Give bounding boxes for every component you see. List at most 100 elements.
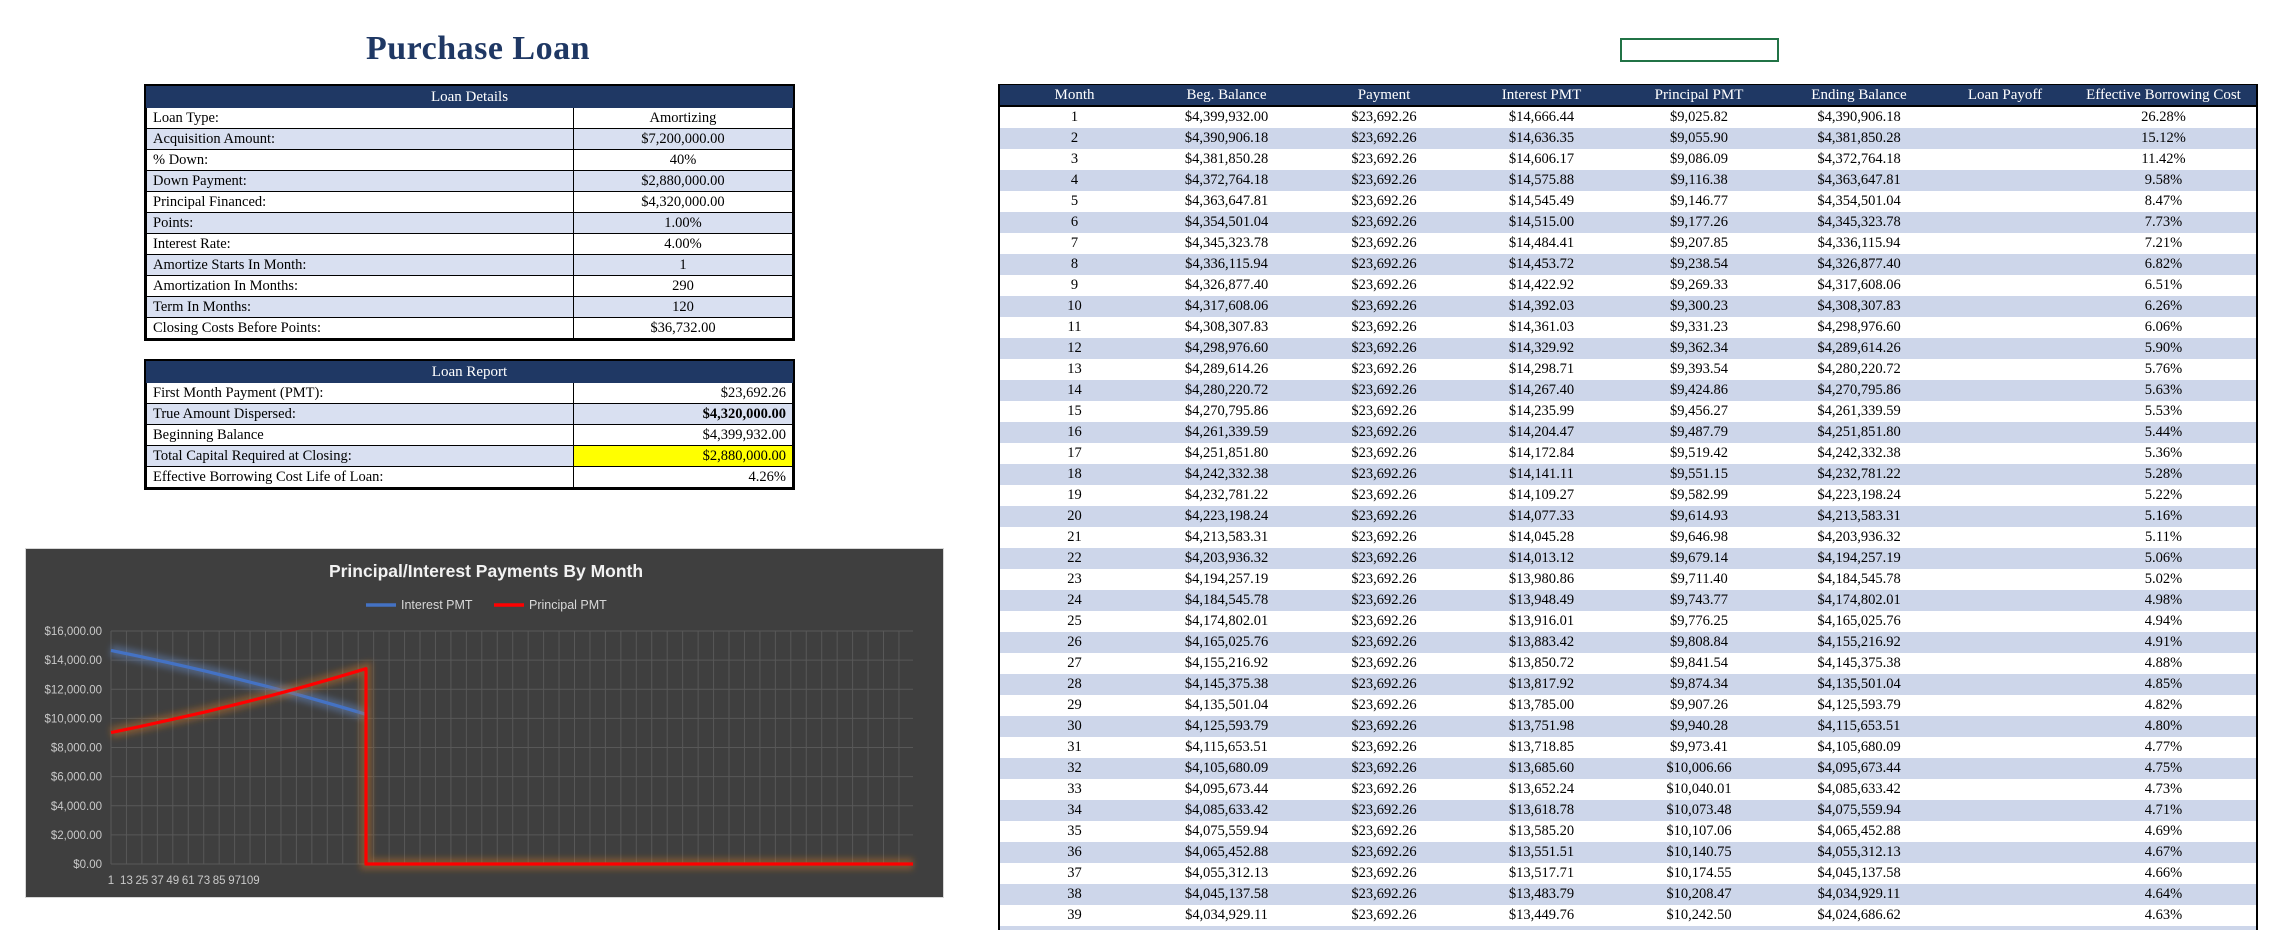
col-header-beg-balance[interactable]: Beg. Balance bbox=[1149, 85, 1304, 107]
cell[interactable]: 17 bbox=[1067, 445, 1082, 461]
cell[interactable]: $4,213,583.31 bbox=[1184, 529, 1269, 545]
cell[interactable]: $4,075,559.94 bbox=[1184, 823, 1269, 839]
cell[interactable]: 4.94% bbox=[2144, 613, 2183, 629]
cell[interactable] bbox=[1939, 443, 2071, 464]
cell-value[interactable]: 1 bbox=[572, 254, 794, 276]
cell[interactable]: $13,618.78 bbox=[1464, 800, 1619, 821]
cell[interactable] bbox=[1939, 842, 2071, 863]
cell[interactable]: 5.36% bbox=[2144, 445, 2183, 461]
cell[interactable]: $9,711.40 bbox=[1670, 571, 1728, 587]
cell[interactable] bbox=[1939, 569, 2071, 590]
cell[interactable]: $4,223,198.24 bbox=[1817, 487, 1901, 503]
cell[interactable]: $4,085,633.42 bbox=[1149, 800, 1304, 821]
cell[interactable]: $4,232,781.22 bbox=[1184, 487, 1269, 503]
cell[interactable]: 7.21% bbox=[2144, 235, 2183, 251]
cell[interactable]: 11.42% bbox=[2141, 151, 2186, 167]
cell[interactable]: $4,095,673.44 bbox=[1779, 758, 1939, 779]
cell[interactable]: 5.06% bbox=[2071, 548, 2256, 569]
cell-value[interactable]: Amortizing bbox=[572, 107, 794, 129]
cell[interactable]: $4,165,025.76 bbox=[1817, 613, 1901, 629]
cell[interactable]: $4,381,850.28 bbox=[1779, 128, 1939, 149]
col-header-principal-pmt[interactable]: Principal PMT bbox=[1619, 85, 1779, 107]
cell[interactable]: $14,606.17 bbox=[1508, 151, 1575, 167]
page-title[interactable]: Purchase Loan bbox=[365, 30, 591, 67]
cell[interactable]: $14,013.12 bbox=[1464, 548, 1619, 569]
cell[interactable]: $4,270,795.86 bbox=[1779, 380, 1939, 401]
cell[interactable] bbox=[1939, 863, 2071, 884]
cell[interactable]: 4.71% bbox=[2071, 800, 2256, 821]
cell[interactable]: $23,692.26 bbox=[1351, 403, 1417, 419]
cell[interactable]: $9,874.34 bbox=[1619, 674, 1779, 695]
cell[interactable]: $4,363,647.81 bbox=[1779, 170, 1939, 191]
cell-value[interactable]: $4,320,000.00 bbox=[572, 403, 794, 425]
cell[interactable]: $4,203,936.32 bbox=[1149, 548, 1304, 569]
cell-label[interactable]: Loan Type: bbox=[146, 107, 574, 129]
cell[interactable] bbox=[1939, 821, 2071, 842]
cell[interactable]: $4,145,375.38 bbox=[1817, 655, 1901, 671]
cell[interactable]: 38 bbox=[1000, 884, 1149, 905]
cell[interactable]: $23,692.26 bbox=[1351, 319, 1417, 335]
cell[interactable] bbox=[1939, 632, 2071, 653]
cell[interactable]: 11 bbox=[1067, 319, 1082, 335]
cell[interactable]: $9,331.23 bbox=[1670, 319, 1728, 335]
cell[interactable]: 5.44% bbox=[2071, 422, 2256, 443]
cell[interactable]: $9,487.79 bbox=[1619, 422, 1779, 443]
cell[interactable]: $9,362.34 bbox=[1619, 338, 1779, 359]
cell[interactable] bbox=[1939, 338, 2071, 359]
cell[interactable]: $23,692.26 bbox=[1351, 109, 1417, 125]
cell[interactable] bbox=[1939, 653, 2071, 674]
cell[interactable]: $23,692.26 bbox=[1351, 781, 1417, 797]
cell[interactable]: 26 bbox=[1000, 632, 1149, 653]
cell[interactable]: $4,317,608.06 bbox=[1149, 296, 1304, 317]
cell[interactable]: $23,692.26 bbox=[1351, 571, 1417, 587]
cell[interactable] bbox=[1939, 527, 2071, 548]
cell[interactable]: $4,135,501.04 bbox=[1779, 674, 1939, 695]
cell[interactable]: $13,817.92 bbox=[1464, 674, 1619, 695]
cell[interactable]: $4,024,686.62 bbox=[1817, 907, 1901, 923]
cell[interactable]: $4,280,220.72 bbox=[1817, 361, 1901, 377]
cell[interactable]: $23,692.26 bbox=[1304, 296, 1464, 317]
cell[interactable]: 15.12% bbox=[2071, 128, 2256, 149]
cell[interactable]: $9,808.84 bbox=[1619, 632, 1779, 653]
cell[interactable]: $4,242,332.38 bbox=[1817, 445, 1901, 461]
selected-cell[interactable] bbox=[1620, 38, 1779, 62]
cell[interactable]: $23,692.26 bbox=[1351, 613, 1417, 629]
cell[interactable]: 5.11% bbox=[2145, 529, 2182, 545]
cell[interactable]: $14,392.03 bbox=[1464, 296, 1619, 317]
cell[interactable] bbox=[1939, 548, 2071, 569]
cell[interactable]: $23,692.26 bbox=[1351, 655, 1417, 671]
cell-label[interactable]: Effective Borrowing Cost Life of Loan: bbox=[146, 466, 574, 488]
cell[interactable]: 22 bbox=[1000, 548, 1149, 569]
cell[interactable]: 4 bbox=[1000, 170, 1149, 191]
cell[interactable]: $4,165,025.76 bbox=[1149, 632, 1304, 653]
cell[interactable]: $4,105,680.09 bbox=[1149, 758, 1304, 779]
cell[interactable]: $4,115,653.51 bbox=[1185, 739, 1268, 755]
cell[interactable]: $13,785.00 bbox=[1508, 697, 1575, 713]
cell[interactable]: 6.26% bbox=[2071, 296, 2256, 317]
cell-label[interactable]: True Amount Dispersed: bbox=[146, 403, 574, 425]
cell[interactable]: $23,692.26 bbox=[1304, 254, 1464, 275]
cell[interactable] bbox=[1939, 506, 2071, 527]
cell-value[interactable]: 120 bbox=[572, 296, 794, 318]
cell[interactable]: $9,940.28 bbox=[1619, 716, 1779, 737]
cell[interactable]: $9,646.98 bbox=[1670, 529, 1728, 545]
cell[interactable]: $14,329.92 bbox=[1464, 338, 1619, 359]
cell[interactable]: $4,381,850.28 bbox=[1184, 151, 1269, 167]
cell[interactable]: $9,679.14 bbox=[1619, 548, 1779, 569]
cell-label[interactable]: Total Capital Required at Closing: bbox=[146, 445, 574, 467]
cell[interactable] bbox=[1939, 191, 2071, 212]
cell[interactable]: 24 bbox=[1000, 590, 1149, 611]
cell[interactable]: $23,692.26 bbox=[1304, 464, 1464, 485]
cell[interactable] bbox=[1939, 464, 2071, 485]
cell-label[interactable]: Points: bbox=[146, 212, 574, 234]
cell[interactable]: $4,345,323.78 bbox=[1779, 212, 1939, 233]
cell[interactable]: $4,045,137.58 bbox=[1149, 884, 1304, 905]
cell[interactable]: $10,140.75 bbox=[1619, 842, 1779, 863]
cell[interactable]: $4,317,608.06 bbox=[1817, 277, 1901, 293]
cell[interactable] bbox=[1939, 758, 2071, 779]
cell-label[interactable]: Principal Financed: bbox=[146, 191, 574, 213]
cell[interactable]: $4,289,614.26 bbox=[1184, 361, 1269, 377]
cell[interactable]: 37 bbox=[1067, 865, 1082, 881]
cell[interactable]: $9,551.15 bbox=[1619, 464, 1779, 485]
cell[interactable]: $23,692.26 bbox=[1304, 506, 1464, 527]
